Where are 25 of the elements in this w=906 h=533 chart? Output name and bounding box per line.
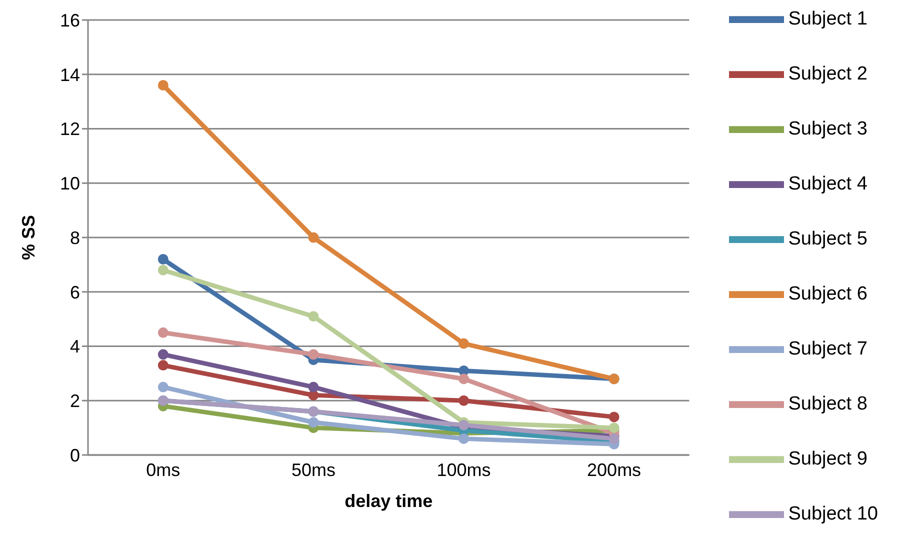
- legend-label: Subject 2: [788, 63, 868, 84]
- y-tick-label: 14: [60, 64, 80, 85]
- y-axis-title: % SS: [18, 214, 38, 260]
- x-tick-label: 50ms: [291, 460, 336, 480]
- legend-label: Subject 1: [788, 8, 868, 30]
- y-tick-label: 6: [70, 282, 80, 302]
- x-tick-label: 0ms: [146, 460, 180, 480]
- x-tick-label: 100ms: [436, 460, 491, 480]
- legend-label: Subject 6: [788, 283, 868, 304]
- legend-label: Subject 3: [788, 118, 868, 140]
- y-tick-label: 12: [60, 119, 80, 140]
- legend-label: Subject 7: [788, 338, 868, 360]
- legend-label: Subject 4: [788, 173, 868, 194]
- legend-label: Subject 10: [788, 503, 878, 524]
- legend-label: Subject 8: [788, 393, 868, 414]
- legend-label: Subject 9: [788, 448, 868, 470]
- x-axis-title: delay time: [344, 491, 433, 511]
- y-tick-label: 4: [70, 336, 80, 357]
- y-tick-label: 0: [70, 445, 80, 466]
- y-tick-label: 8: [70, 228, 80, 248]
- y-tick-label: 10: [60, 174, 80, 194]
- y-tick-label: 2: [70, 391, 80, 412]
- x-tick-label: 200ms: [587, 460, 642, 480]
- y-tick-label: 16: [60, 10, 80, 30]
- legend-label: Subject 5: [788, 228, 868, 250]
